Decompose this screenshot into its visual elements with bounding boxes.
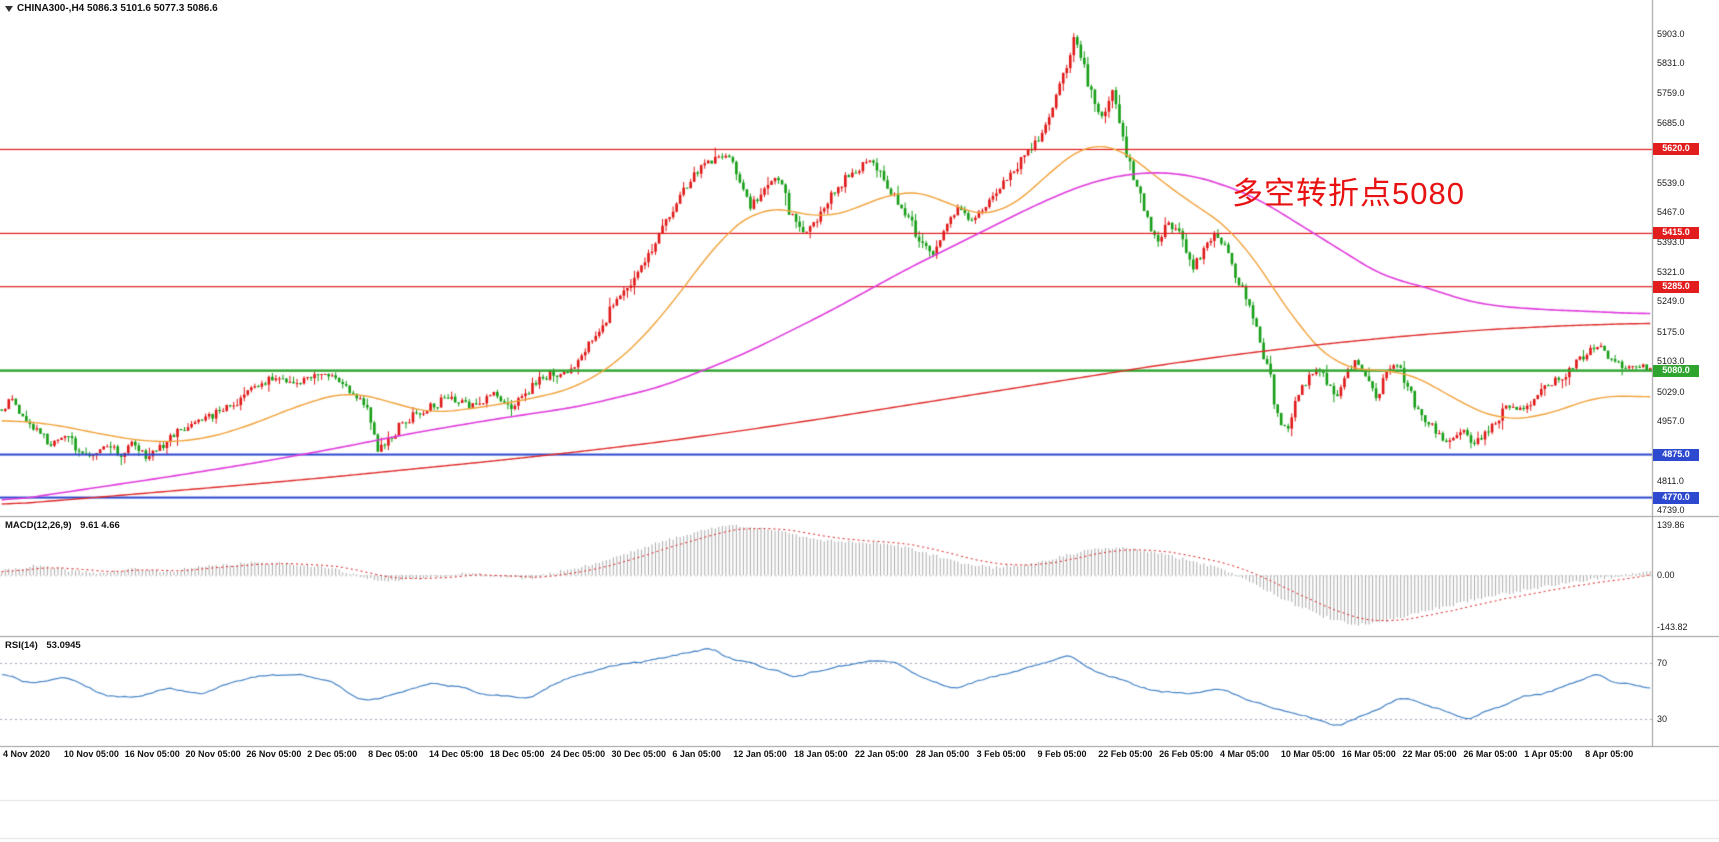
price-line-tag: 5080.0 [1653,364,1699,377]
price-tick-label: 5759.0 [1657,87,1685,98]
price-tick-label: 5393.0 [1657,237,1685,248]
price-tick-label: 5539.0 [1657,177,1685,188]
time-axis-label: 18 Jan 05:00 [794,749,848,759]
price-tick-label: 5685.0 [1657,117,1685,128]
price-tick-label: 5029.0 [1657,386,1685,397]
time-axis-label: 20 Nov 05:00 [185,749,241,759]
time-axis-label: 16 Nov 05:00 [124,749,180,759]
rsi-level-label: 30 [1657,714,1668,724]
price-line-tag: 4875.0 [1653,448,1699,461]
time-axis-label: 22 Jan 05:00 [854,749,909,759]
macd-name: MACD(12,26,9) [5,520,72,531]
price-tick-label: 4811.0 [1657,475,1684,486]
price-tick-label: 5467.0 [1657,207,1685,218]
time-axis-label: 28 Jan 05:00 [915,749,970,759]
time-axis-label: 16 Mar 05:00 [1341,749,1396,759]
time-axis-label: 14 Dec 05:00 [428,749,484,759]
price-line-tag: 5620.0 [1653,143,1699,156]
price-tick-label: 5175.0 [1657,326,1685,337]
rsi-value: 53.0945 [46,640,81,651]
macd-indicator-label: MACD(12,26,9) 9.61 4.66 [5,520,120,531]
macd-tick-label: 139.86 [1657,519,1685,530]
time-axis-label: 8 Apr 05:00 [1585,749,1634,759]
rsi-level-label: 70 [1657,658,1668,668]
rsi-indicator-label: RSI(14) 53.0945 [5,640,81,651]
time-axis-label: 2 Dec 05:00 [307,749,357,759]
chart-header: CHINA300-,H4 5086.3 5101.6 5077.3 5086.6 [5,3,218,14]
price-tick-label: 5103.0 [1657,356,1685,367]
macd-tick-label: 0.00 [1657,570,1675,581]
annotation-text: 多空转折点5080 [1232,176,1465,211]
time-axis-label: 26 Mar 05:00 [1463,749,1518,759]
time-axis-label: 24 Dec 05:00 [550,749,606,759]
time-axis-label: 4 Mar 05:00 [1220,749,1270,759]
price-line-tag: 4770.0 [1653,491,1699,504]
price-tick-label: 4739.0 [1657,505,1685,516]
time-axis-label: 10 Mar 05:00 [1280,749,1335,759]
rsi-name: RSI(14) [5,640,38,651]
time-axis-label: 10 Nov 05:00 [63,749,119,759]
time-axis-label: 1 Apr 05:00 [1524,749,1573,759]
time-axis-label: 22 Feb 05:00 [1098,749,1153,759]
price-tick-label: 5903.0 [1657,28,1685,39]
time-axis-label: 3 Feb 05:00 [976,749,1026,759]
time-axis-label: 6 Jan 05:00 [672,749,721,759]
price-tick-label: 5321.0 [1657,266,1685,277]
price-line-tag: 5415.0 [1653,227,1699,240]
time-axis-label: 18 Dec 05:00 [489,749,545,759]
time-axis-label: 9 Feb 05:00 [1037,749,1087,759]
symbol-marker-icon [5,6,13,12]
time-axis-label: 8 Dec 05:00 [368,749,418,759]
time-axis-label: 26 Feb 05:00 [1159,749,1214,759]
macd-tick-label: -143.82 [1657,622,1688,633]
time-axis-label: 22 Mar 05:00 [1402,749,1457,759]
time-axis-label: 4 Nov 2020 [3,749,51,759]
symbol-ohlc-text: CHINA300-,H4 5086.3 5101.6 5077.3 5086.6 [17,3,218,14]
price-tick-label: 4957.0 [1657,415,1685,426]
time-axis-label: 26 Nov 05:00 [246,749,302,759]
price-tick-label: 5831.0 [1657,58,1685,69]
time-axis-label: 30 Dec 05:00 [611,749,667,759]
macd-values: 9.61 4.66 [80,520,120,531]
price-tick-label: 5249.0 [1657,296,1685,307]
price-line-tag: 5285.0 [1653,280,1699,293]
time-axis-label: 12 Jan 05:00 [733,749,787,759]
